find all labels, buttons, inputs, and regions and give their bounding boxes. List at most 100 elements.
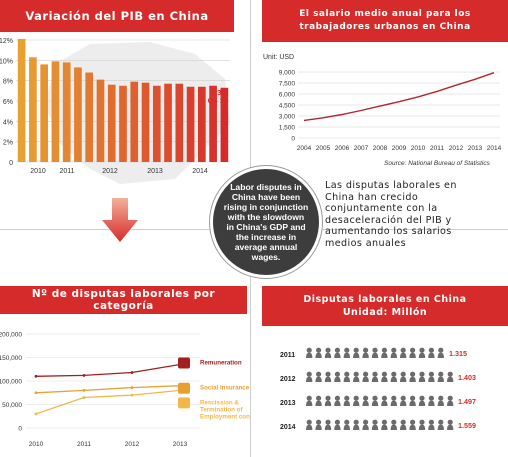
disputes-category-title: Nº de disputas laborales por categoría <box>0 286 247 314</box>
person-icon <box>381 400 388 406</box>
person-icon <box>324 376 332 382</box>
pictograph-year-label: 2013 <box>280 400 296 407</box>
person-icon <box>315 352 322 358</box>
person-icon <box>390 376 397 382</box>
person-icon <box>400 400 407 406</box>
person-icon <box>353 419 359 425</box>
person-icon <box>315 376 322 382</box>
person-icon <box>362 376 369 382</box>
person-icon <box>306 352 313 358</box>
person-icon <box>371 352 379 358</box>
disputes-pictograph: 2011 1.315 2012 1.403 2013 1.497 2014 1.559 <box>280 347 476 431</box>
person-icon <box>390 400 397 406</box>
person-icon <box>410 371 416 377</box>
pib-chart: 12% 10% 8% 6% 4% 2% 0 2010 2011 2012 2013 2014 7.3… <box>0 38 230 184</box>
person-icon <box>334 371 340 377</box>
pib-x-tick-label: 2014 <box>192 168 208 175</box>
person-icon <box>428 347 434 353</box>
person-icon <box>390 424 397 430</box>
person-icon <box>438 395 444 401</box>
category-point <box>130 371 134 374</box>
person-icon <box>334 424 341 430</box>
pictograph-year-label: 2012 <box>280 376 296 383</box>
person-icon <box>306 376 313 382</box>
pib-bar <box>40 64 48 162</box>
person-icon <box>325 347 331 353</box>
pib-y-tick-label: 0 <box>9 160 13 167</box>
person-icon <box>419 347 425 353</box>
person-icon <box>428 371 434 377</box>
pib-bar <box>29 57 37 162</box>
pib-bar <box>96 79 105 162</box>
person-icon <box>381 419 387 425</box>
person-icon <box>344 347 350 353</box>
pib-y-tick-label: 8% <box>3 79 13 86</box>
disputes-title: Disputas laborales en China Unidad: Mill… <box>262 286 508 326</box>
person-icon <box>353 424 360 430</box>
pib-bar <box>164 83 172 162</box>
category-legend-label: Rescission & Termination of Employment con… <box>200 399 250 420</box>
person-icon <box>400 347 406 353</box>
pictograph-value-label: 1.403 <box>458 373 476 382</box>
pib-bar <box>62 62 71 162</box>
person-icon <box>353 395 359 401</box>
person-icon <box>418 376 426 382</box>
salary-x-tick-label: 2004 <box>297 145 312 152</box>
contract-icon <box>178 397 190 409</box>
category-point <box>82 389 86 392</box>
pib-bar <box>198 86 206 162</box>
pib-bar <box>141 82 150 162</box>
pib-y-tick-label: 10% <box>0 58 13 65</box>
pib-bar <box>220 87 229 162</box>
person-icon <box>343 424 350 430</box>
pib-bar <box>51 61 60 162</box>
summary-circle: Labor disputes in China have been rising… <box>210 166 322 278</box>
category-y-tick-label: 200,000 <box>0 332 22 339</box>
person-icon <box>344 395 350 401</box>
pib-y-tick-label: 6% <box>3 99 13 106</box>
pictograph-value-label: 1.559 <box>458 421 476 430</box>
person-icon <box>353 347 359 353</box>
person-icon <box>428 424 435 430</box>
pib-x-tick-label: 2013 <box>147 168 163 175</box>
pib-title: Variación del PIB en China <box>0 0 234 32</box>
person-icon <box>410 347 416 353</box>
category-x-tick-label: 2013 <box>173 441 188 448</box>
person-icon <box>324 400 332 406</box>
person-icon <box>381 347 387 353</box>
person-icon <box>391 347 397 353</box>
person-icon <box>316 395 322 401</box>
category-series-line <box>35 385 181 394</box>
person-icon <box>324 424 332 430</box>
person-icon <box>410 419 416 425</box>
pib-y-tick-label: 2% <box>3 140 13 147</box>
person-icon <box>334 395 340 401</box>
person-icon <box>315 424 322 430</box>
person-icon <box>363 395 369 401</box>
person-icon <box>353 371 359 377</box>
person-icon <box>343 400 350 406</box>
pib-callout-value: 7.3% <box>211 88 228 97</box>
person-icon <box>400 352 407 358</box>
salary-y-tick-label: 9,000 <box>279 70 296 77</box>
person-icon <box>409 424 416 430</box>
category-y-tick-label: 150,000 <box>0 355 22 362</box>
person-icon <box>371 400 379 406</box>
person-icon <box>325 419 331 425</box>
salary-source: Source: National Bureau of Statistics <box>384 160 490 167</box>
salary-y-tick-label: 7,500 <box>279 81 296 88</box>
person-icon <box>447 419 453 425</box>
person-icon <box>409 376 416 382</box>
person-icon <box>419 395 425 401</box>
category-legend-line: Rescission & <box>200 399 239 406</box>
pib-bar <box>130 81 139 162</box>
salary-x-tick-label: 2012 <box>449 145 464 152</box>
person-icon <box>324 352 332 358</box>
salary-chart: 9,000 7,500 6,000 4,500 3,000 1,500 0 2004 2005… <box>279 70 502 153</box>
pib-y-tick-label: 4% <box>3 119 13 126</box>
pib-bar <box>119 85 127 162</box>
person-icon <box>372 395 378 401</box>
person-icon <box>363 347 369 353</box>
person-icon <box>400 424 407 430</box>
person-icon <box>381 371 387 377</box>
